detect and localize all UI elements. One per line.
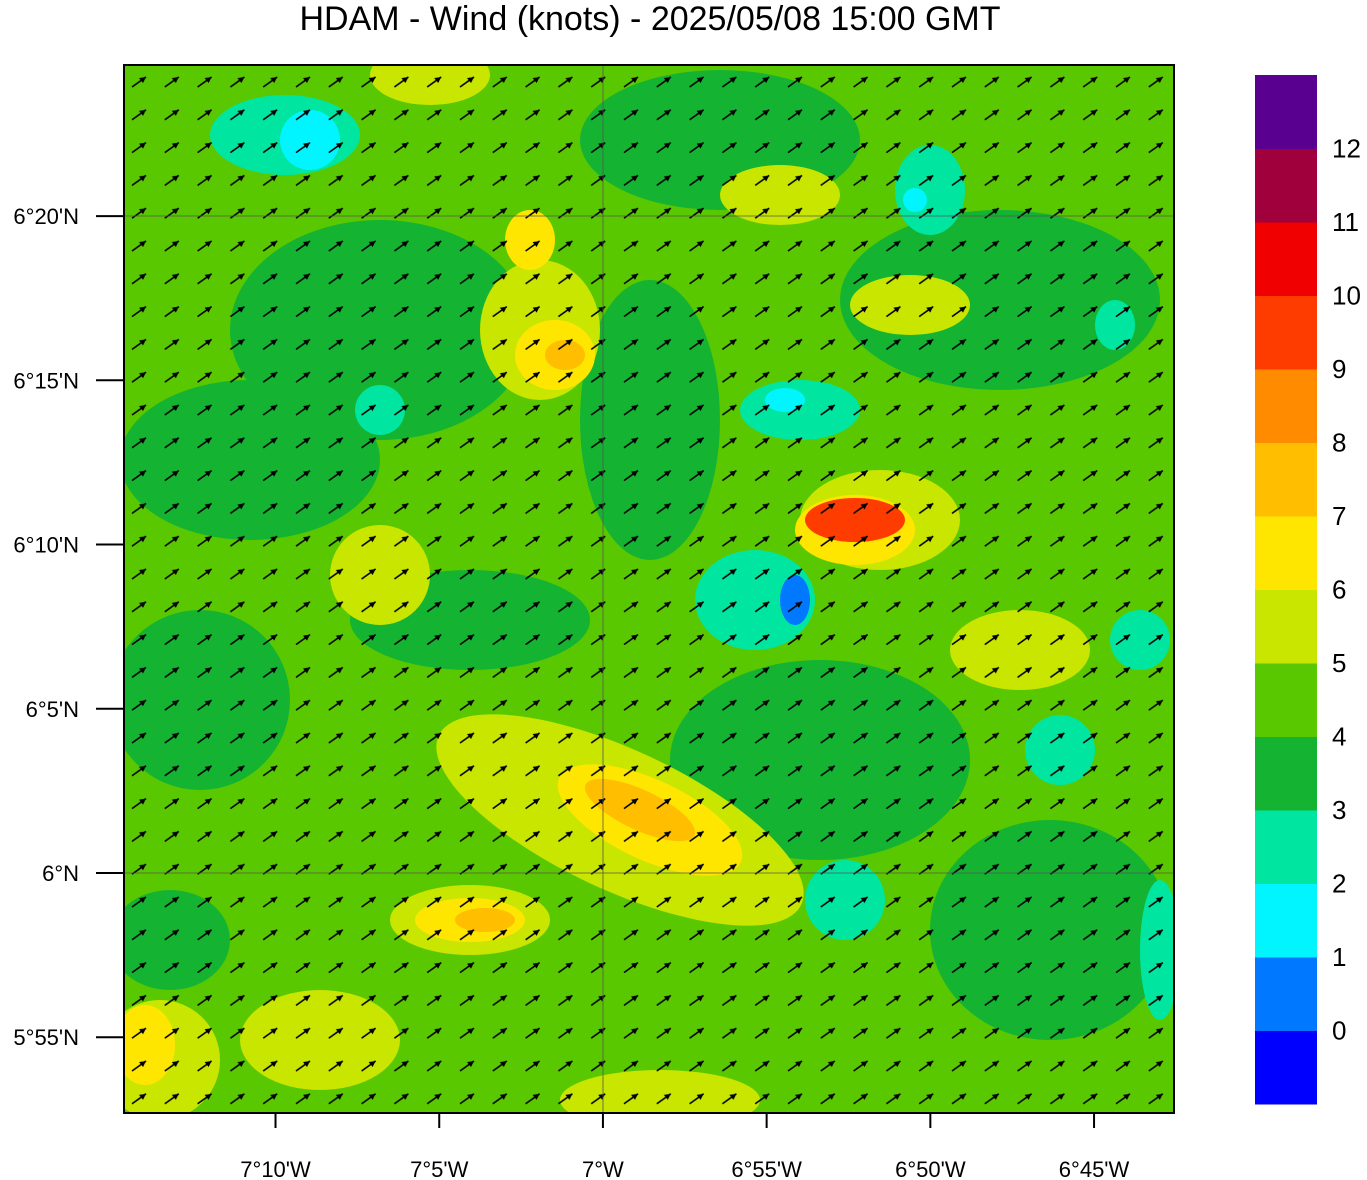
colorbar-swatch — [1255, 75, 1317, 149]
colorbar-label: 9 — [1332, 354, 1346, 384]
x-tick-label: 6°55'W — [731, 1157, 802, 1180]
colorbar-label: 10 — [1332, 281, 1361, 311]
title: HDAM - Wind (knots) - 2025/05/08 15:00 G… — [299, 0, 1000, 38]
plot-frame — [123, 64, 1175, 1114]
colorbar-swatch — [1255, 369, 1317, 443]
colorbar-swatch — [1255, 222, 1317, 296]
colorbar-swatch — [1255, 589, 1317, 664]
x-tick-label: 6°45'W — [1059, 1157, 1130, 1180]
colorbar-swatch — [1255, 1030, 1317, 1105]
colorbar-label: 8 — [1332, 428, 1346, 458]
x-tick-label: 7°5'W — [410, 1157, 468, 1180]
colorbar-swatch — [1255, 148, 1317, 223]
colorbar-label: 11 — [1332, 207, 1359, 237]
y-tick-label: 6°10'N — [13, 533, 79, 558]
x-tick-label: 6°50'W — [895, 1157, 966, 1180]
x-tick-label: 7°W — [582, 1157, 624, 1180]
colorbar-label: 2 — [1332, 869, 1346, 899]
colorbar-swatch — [1255, 810, 1317, 884]
colorbar-label: 6 — [1332, 575, 1346, 605]
x-tick-label: 7°10'W — [240, 1157, 311, 1180]
wind-field — [124, 65, 1174, 1113]
colorbar-swatch — [1255, 957, 1317, 1031]
colorbar-label: 7 — [1332, 501, 1346, 531]
colorbar-swatch — [1255, 883, 1317, 958]
colorbar-swatch — [1255, 442, 1317, 517]
y-tick-label: 6°15'N — [13, 368, 79, 393]
colorbar-swatch — [1255, 736, 1317, 811]
colorbar-label: 5 — [1332, 648, 1346, 678]
colorbar-label: 3 — [1332, 795, 1346, 825]
colorbar-label: 1 — [1332, 942, 1346, 972]
colorbar-label: 12 — [1332, 134, 1361, 164]
y-tick-label: 6°N — [42, 861, 79, 886]
y-tick-label: 6°20'N — [13, 204, 79, 229]
y-tick-label: 6°5'N — [26, 697, 79, 722]
colorbar-swatch — [1255, 516, 1317, 590]
colorbar-swatch — [1255, 295, 1317, 370]
y-tick-label: 5°55'N — [13, 1025, 79, 1050]
colorbar-swatch — [1255, 663, 1317, 737]
colorbar-label: 0 — [1332, 1016, 1346, 1046]
colorbar-label: 4 — [1332, 722, 1346, 752]
